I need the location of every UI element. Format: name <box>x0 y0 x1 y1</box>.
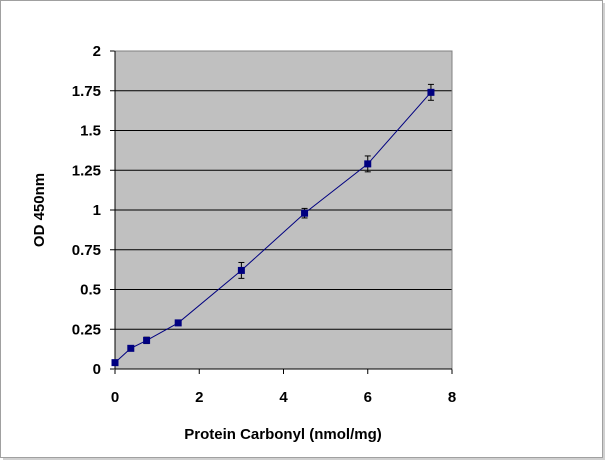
y-tick-label: 1.5 <box>80 123 101 140</box>
y-axis-title: OD 450nm <box>31 173 48 247</box>
axes <box>110 50 453 374</box>
chart-area-shadow-right <box>603 3 605 460</box>
data-point <box>301 209 309 217</box>
y-tick-label: 0 <box>93 361 101 378</box>
x-tick-label: 2 <box>195 389 203 406</box>
data-point <box>127 344 135 352</box>
data-point <box>174 319 182 327</box>
x-tick-label: 0 <box>111 389 119 406</box>
data-point <box>143 336 151 344</box>
data-series <box>111 83 435 367</box>
x-tick-label: 8 <box>448 389 456 406</box>
y-tick-label: 1 <box>93 202 101 219</box>
tick-labels: 0 0.25 0.5 0.75 1 1.25 1.5 1.75 2 0 2 4 6 8 <box>72 43 456 406</box>
chart-area-shadow-bottom <box>3 458 605 460</box>
data-point <box>111 359 119 367</box>
data-point <box>237 266 245 274</box>
x-tick-label: 4 <box>279 389 288 406</box>
data-point <box>364 160 372 168</box>
y-tick-label: 0.25 <box>72 321 101 338</box>
y-tick-label: 2 <box>93 43 101 60</box>
y-tick-label: 1.75 <box>72 83 101 100</box>
y-tick-label: 0.5 <box>80 282 101 299</box>
x-tick-label: 6 <box>364 389 372 406</box>
data-point <box>427 88 435 96</box>
y-tick-label: 0.75 <box>72 242 101 259</box>
x-axis-title: Protein Carbonyl (nmol/mg) <box>184 426 382 443</box>
gridlines <box>115 50 452 330</box>
y-tick-label: 1.25 <box>72 162 101 179</box>
